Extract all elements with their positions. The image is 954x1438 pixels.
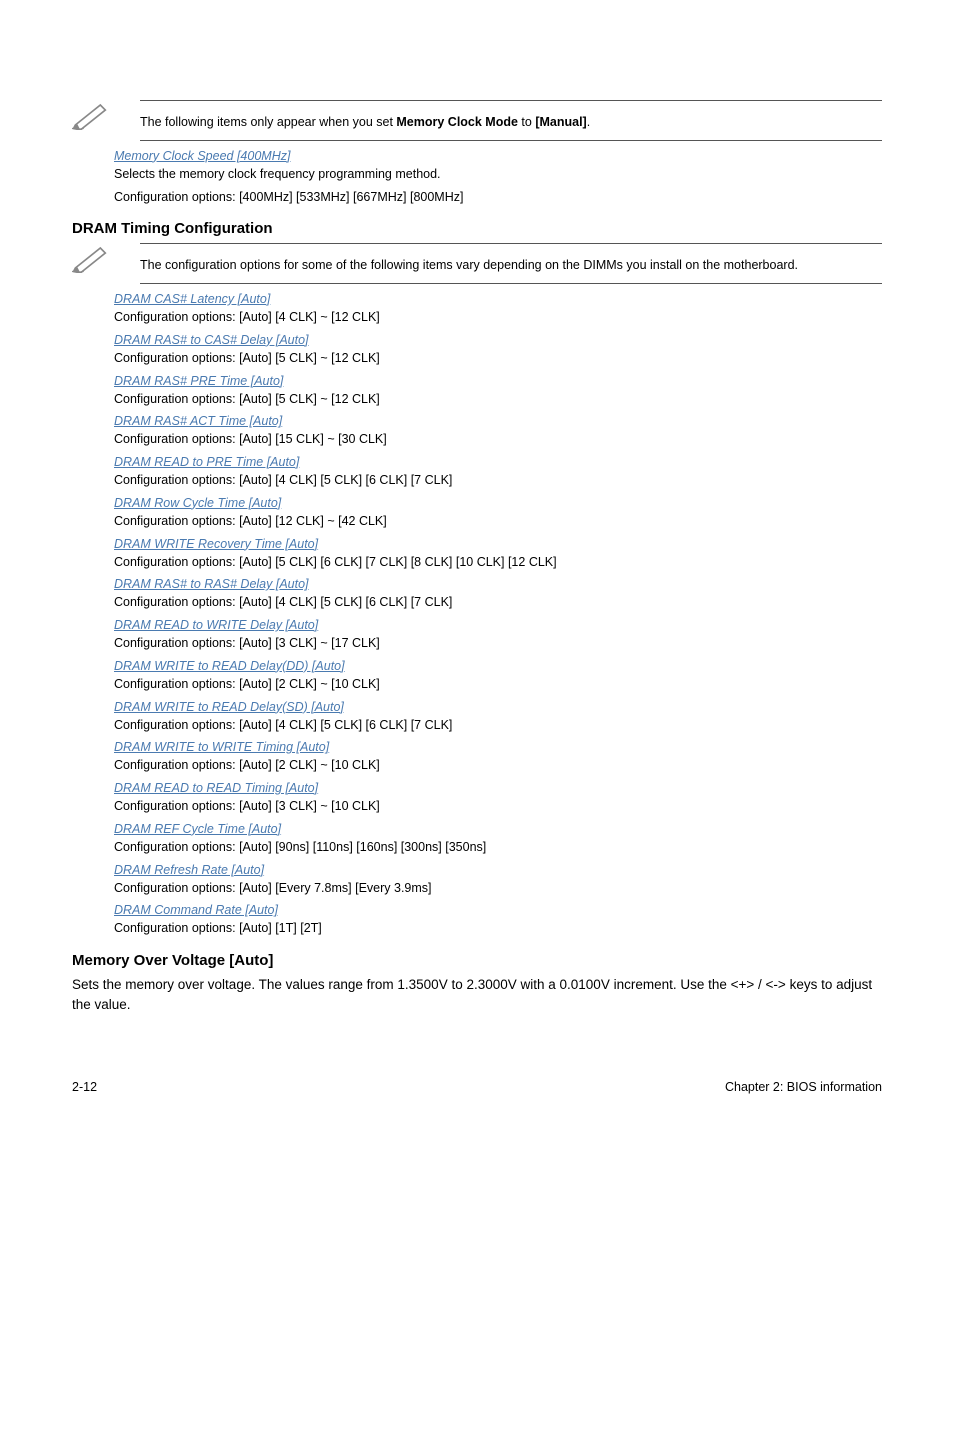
setting-title: DRAM RAS# to RAS# Delay [Auto] <box>114 577 882 591</box>
note-text: . <box>587 115 590 129</box>
note-text: The following items only appear when you… <box>140 115 396 129</box>
setting-body: Configuration options: [Auto] [4 CLK] [5… <box>114 471 882 490</box>
pencil-note-icon <box>72 100 140 135</box>
note-dimm-dependent: The configuration options for some of th… <box>72 243 882 284</box>
setting-body: Configuration options: [Auto] [3 CLK] ~ … <box>114 797 882 816</box>
setting-title: DRAM WRITE Recovery Time [Auto] <box>114 537 882 551</box>
setting-title: DRAM REF Cycle Time [Auto] <box>114 822 882 836</box>
setting-title: DRAM WRITE to READ Delay(SD) [Auto] <box>114 700 882 714</box>
key-plus: <+> <box>731 977 755 992</box>
setting-body: Configuration options: [Auto] [3 CLK] ~ … <box>114 634 882 653</box>
setting-body: Configuration options: [Auto] [4 CLK] [5… <box>114 716 882 735</box>
setting-body: Configuration options: [Auto] [1T] [2T] <box>114 919 882 938</box>
setting-body: Configuration options: [Auto] [Every 7.8… <box>114 879 882 898</box>
setting-body: Configuration options: [Auto] [5 CLK] ~ … <box>114 390 882 409</box>
note-text: to <box>518 115 535 129</box>
setting-title: DRAM Row Cycle Time [Auto] <box>114 496 882 510</box>
pencil-note-icon <box>72 243 140 278</box>
note-bold-value: [Manual] <box>535 115 586 129</box>
footer-chapter: Chapter 2: BIOS information <box>725 1080 882 1094</box>
body-text: / <box>754 977 765 992</box>
setting-title: DRAM Refresh Rate [Auto] <box>114 863 882 877</box>
dram-settings-list: DRAM CAS# Latency [Auto] Configuration op… <box>114 292 882 938</box>
setting-title: DRAM WRITE to WRITE Timing [Auto] <box>114 740 882 754</box>
page-footer: 2-12 Chapter 2: BIOS information <box>0 1068 954 1134</box>
setting-title: DRAM Command Rate [Auto] <box>114 903 882 917</box>
setting-title: DRAM RAS# ACT Time [Auto] <box>114 414 882 428</box>
setting-title: DRAM READ to READ Timing [Auto] <box>114 781 882 795</box>
memory-over-voltage-heading: Memory Over Voltage [Auto] <box>72 952 882 969</box>
setting-title: DRAM READ to WRITE Delay [Auto] <box>114 618 882 632</box>
setting-body: Configuration options: [Auto] [4 CLK] ~ … <box>114 308 882 327</box>
setting-title: DRAM RAS# PRE Time [Auto] <box>114 374 882 388</box>
body-text: Sets the memory over voltage. The values… <box>72 977 731 992</box>
setting-title: DRAM RAS# to CAS# Delay [Auto] <box>114 333 882 347</box>
memory-clock-speed-section: Memory Clock Speed [400MHz] Selects the … <box>114 149 882 207</box>
footer-page-number: 2-12 <box>72 1080 97 1094</box>
dram-timing-heading: DRAM Timing Configuration <box>72 220 882 237</box>
setting-title: Memory Clock Speed [400MHz] <box>114 149 882 163</box>
setting-body: Selects the memory clock frequency progr… <box>114 165 882 184</box>
setting-body: Configuration options: [Auto] [5 CLK] [6… <box>114 553 882 572</box>
setting-body: Configuration options: [Auto] [90ns] [11… <box>114 838 882 857</box>
setting-title: DRAM READ to PRE Time [Auto] <box>114 455 882 469</box>
setting-body: Configuration options: [Auto] [12 CLK] ~… <box>114 512 882 531</box>
setting-body: Configuration options: [Auto] [4 CLK] [5… <box>114 593 882 612</box>
setting-body: Configuration options: [Auto] [2 CLK] ~ … <box>114 756 882 775</box>
setting-body: Configuration options: [Auto] [2 CLK] ~ … <box>114 675 882 694</box>
setting-body: Configuration options: [400MHz] [533MHz]… <box>114 188 882 207</box>
key-minus: <-> <box>766 977 786 992</box>
setting-title: DRAM CAS# Latency [Auto] <box>114 292 882 306</box>
note-text: The configuration options for some of th… <box>140 248 882 283</box>
note-bold-term: Memory Clock Mode <box>396 115 518 129</box>
setting-body: Configuration options: [Auto] [15 CLK] ~… <box>114 430 882 449</box>
memory-over-voltage-body: Sets the memory over voltage. The values… <box>72 975 882 1016</box>
setting-body: Configuration options: [Auto] [5 CLK] ~ … <box>114 349 882 368</box>
setting-title: DRAM WRITE to READ Delay(DD) [Auto] <box>114 659 882 673</box>
note-memory-clock-mode: The following items only appear when you… <box>72 100 882 141</box>
